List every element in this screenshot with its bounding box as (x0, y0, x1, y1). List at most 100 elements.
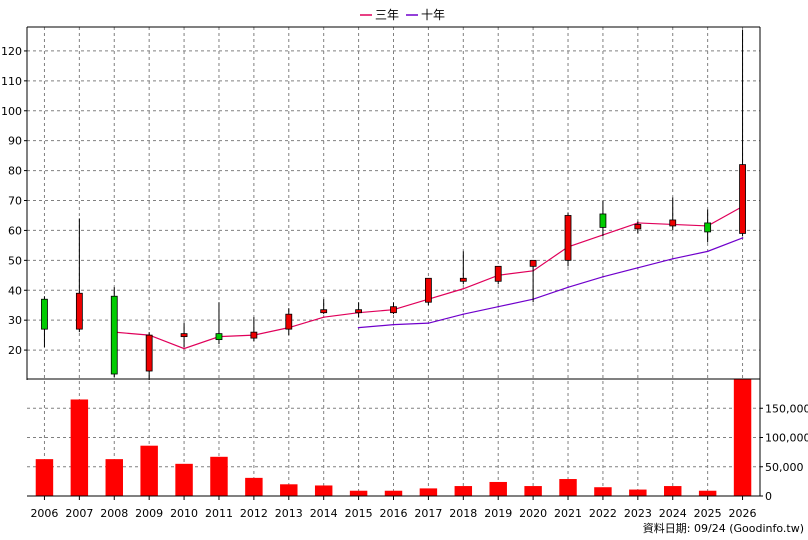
x-tick-label: 2011 (205, 507, 233, 520)
price-tick-label: 100 (1, 105, 22, 118)
candle-body (669, 219, 677, 227)
volume-bar (349, 490, 368, 496)
ma-point (741, 237, 744, 239)
volume-bar (105, 459, 123, 496)
legend: 三年 十年 (360, 8, 445, 22)
volume-bar (733, 379, 752, 496)
x-tick-label: 2019 (484, 507, 512, 520)
volume-tick-label: 50,000 (765, 461, 804, 474)
x-tick-label: 2006 (30, 507, 58, 520)
volume-tick-label: 150,000 (765, 402, 808, 415)
candle-body (250, 331, 258, 339)
x-tick-label: 2012 (240, 507, 268, 520)
volume-axis-ticks: 0 50,000 100,000 150,000 (760, 402, 808, 503)
ma-point (462, 287, 465, 290)
ma-point (392, 323, 395, 326)
x-tick-label: 2010 (170, 507, 198, 520)
x-tick-label: 2023 (624, 507, 652, 520)
volume-bar (384, 490, 403, 496)
x-tick-label: 2021 (554, 507, 582, 520)
x-tick-label: 2018 (449, 507, 477, 520)
candle-body (75, 292, 83, 330)
candle-body (494, 265, 502, 282)
volume-tick-label: 100,000 (765, 432, 808, 445)
price-tick-label: 90 (8, 135, 22, 148)
candle-body (704, 222, 712, 233)
ma-point (322, 316, 325, 318)
x-tick-label: 2014 (310, 507, 338, 520)
x-tick-label: 2009 (135, 507, 163, 520)
volume-bar (559, 479, 577, 496)
candle-body (459, 277, 467, 282)
candle-body (285, 313, 293, 330)
candle-body (599, 213, 607, 228)
x-tick-label: 2026 (729, 507, 757, 520)
candle-body (145, 334, 153, 372)
volume-bar (664, 486, 682, 496)
candle-body (529, 259, 537, 267)
legend-label-3y: 三年 (375, 8, 399, 22)
candle-body (110, 295, 118, 375)
volume-bar (70, 399, 89, 496)
price-tick-label: 120 (1, 45, 22, 58)
candle-body (215, 333, 223, 341)
price-axis-ticks: 20 30 40 50 60 70 80 90 100 110 120 (1, 45, 27, 357)
price-tick-label: 20 (8, 344, 22, 357)
volume-bar (489, 481, 507, 496)
candlesticks (41, 29, 746, 380)
candle-body (355, 309, 362, 314)
ma-point (602, 275, 604, 278)
candle-body (564, 215, 572, 261)
volume-bar (245, 477, 263, 496)
volume-bars (35, 379, 752, 496)
candle-body (634, 224, 642, 230)
volume-bar (210, 456, 228, 496)
candle-body (180, 333, 188, 338)
volume-bar (419, 488, 438, 496)
x-tick-label: 2013 (275, 507, 303, 520)
ma-point (497, 305, 500, 308)
volume-bar (35, 459, 54, 496)
volume-bar (314, 485, 333, 496)
candle-body (390, 306, 397, 314)
ma-point (462, 313, 465, 315)
source-note: 資料日期: 09/24 (Goodinfo.tw) (643, 521, 804, 535)
x-axis-ticks: 2006 2007 2008 2009 2010 2011 2012 2013 2014 2015… (30, 496, 757, 520)
volume-bar (629, 489, 647, 496)
x-tick-label: 2008 (100, 507, 128, 520)
candle-body (320, 309, 328, 314)
ma-point (671, 258, 674, 260)
x-tick-label: 2015 (345, 507, 373, 520)
ma-line-10y (358, 237, 743, 329)
price-tick-label: 50 (8, 254, 22, 267)
volume-bar (175, 463, 193, 496)
x-tick-label: 2025 (694, 507, 722, 520)
legend-label-10y: 十年 (421, 8, 445, 22)
x-tick-label: 2024 (659, 507, 687, 520)
x-tick-label: 2020 (519, 507, 547, 520)
price-tick-label: 60 (8, 224, 22, 237)
ma-point (637, 267, 639, 269)
price-tick-label: 40 (8, 284, 22, 297)
volume-bar (698, 490, 717, 496)
volume-bar (524, 486, 542, 496)
volume-bar (280, 484, 298, 496)
x-tick-label: 2022 (589, 507, 617, 520)
x-tick-label: 2007 (65, 507, 93, 520)
volume-bar (454, 486, 473, 496)
ma-point (183, 347, 185, 350)
ma-point (427, 322, 430, 324)
volume-bar (594, 487, 612, 496)
ma-point (567, 286, 569, 289)
volume-bar (140, 445, 158, 496)
price-tick-label: 110 (1, 75, 22, 88)
price-tick-label: 70 (8, 195, 22, 208)
volume-tick-label: 0 (765, 490, 772, 503)
ma-point (706, 250, 709, 253)
grid-lines (27, 27, 760, 496)
price-tick-label: 80 (8, 165, 22, 178)
candle-body (425, 277, 432, 303)
x-tick-label: 2017 (414, 507, 442, 520)
price-tick-label: 30 (8, 314, 22, 327)
